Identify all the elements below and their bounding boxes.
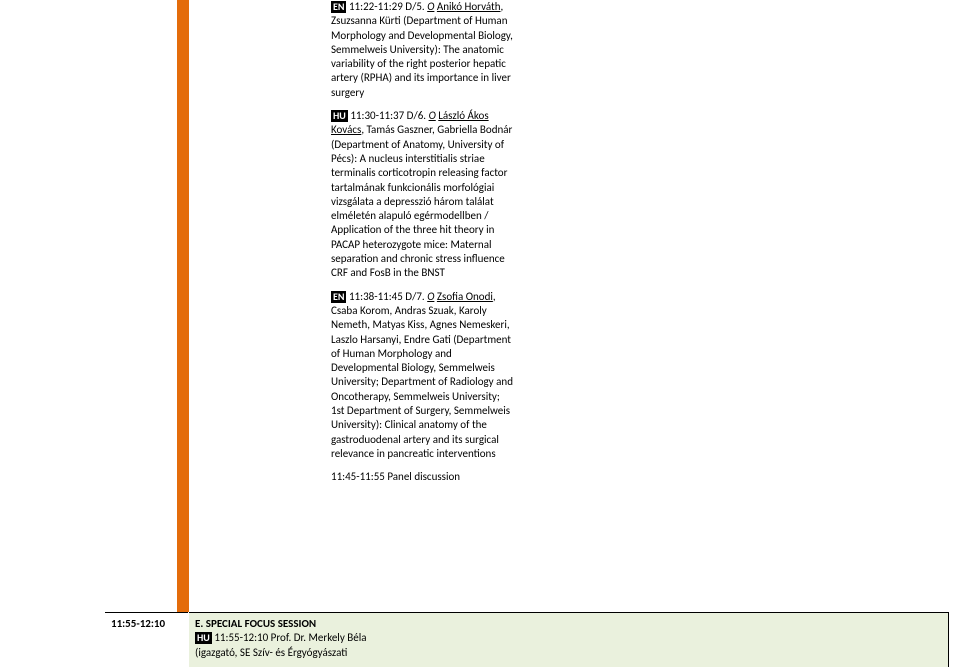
time-slot-cell: 11:55-12:10 (105, 612, 188, 667)
time-slot: 11:55-12:10 (111, 617, 165, 630)
session-line: HU 11:55-12:10 Prof. Dr. Merkely Béla (195, 631, 942, 645)
lang-badge: EN (331, 1, 346, 13)
entry-text: , Tamás Gaszner, Gabriella Bodnár (Depar… (331, 123, 512, 279)
page: EN 11:22-11:29 D/5. O Anikó Horváth, Zsu… (0, 0, 959, 667)
panel-discussion: 11:45-11:55 Panel discussion (331, 470, 515, 484)
entry-text: , Zsuzsanna Kürti (Department of Human M… (331, 0, 513, 99)
lang-badge: HU (331, 110, 348, 122)
session-block: E. SPECIAL FOCUS SESSION HU 11:55-12:10 … (189, 612, 949, 667)
session-time-speaker: 11:55-12:10 Prof. Dr. Merkely Béla (214, 631, 366, 644)
time-code: 11:22-11:29 D/5. (349, 0, 425, 13)
lang-badge: HU (195, 632, 212, 644)
author-lead: Anikó Horváth (437, 0, 501, 13)
author-lead-italic: O (427, 290, 434, 303)
time-code: 11:38-11:45 D/7. (349, 290, 425, 303)
session-title: E. SPECIAL FOCUS SESSION (195, 617, 942, 631)
author-lead: Zsofia Onodi (437, 290, 493, 303)
schedule-entry: EN 11:38-11:45 D/7. O Zsofia Onodi, Csab… (331, 290, 515, 462)
main-column: EN 11:22-11:29 D/5. O Anikó Horváth, Zsu… (331, 0, 515, 494)
time-code: 11:30-11:37 D/6. (350, 109, 426, 122)
author-lead-italic: O (429, 109, 436, 122)
session-affiliation: (igazgató, SE Szív- és Érgyógyászati (195, 646, 942, 660)
orange-stripe (177, 0, 189, 612)
schedule-entry: HU 11:30-11:37 D/6. O László Ákos Kovács… (331, 109, 515, 281)
entry-text: , Csaba Korom, Andras Szuak, Karoly Neme… (331, 290, 513, 460)
lang-badge: EN (331, 291, 346, 303)
author-lead-italic: O (427, 0, 434, 13)
schedule-entry: EN 11:22-11:29 D/5. O Anikó Horváth, Zsu… (331, 0, 515, 100)
